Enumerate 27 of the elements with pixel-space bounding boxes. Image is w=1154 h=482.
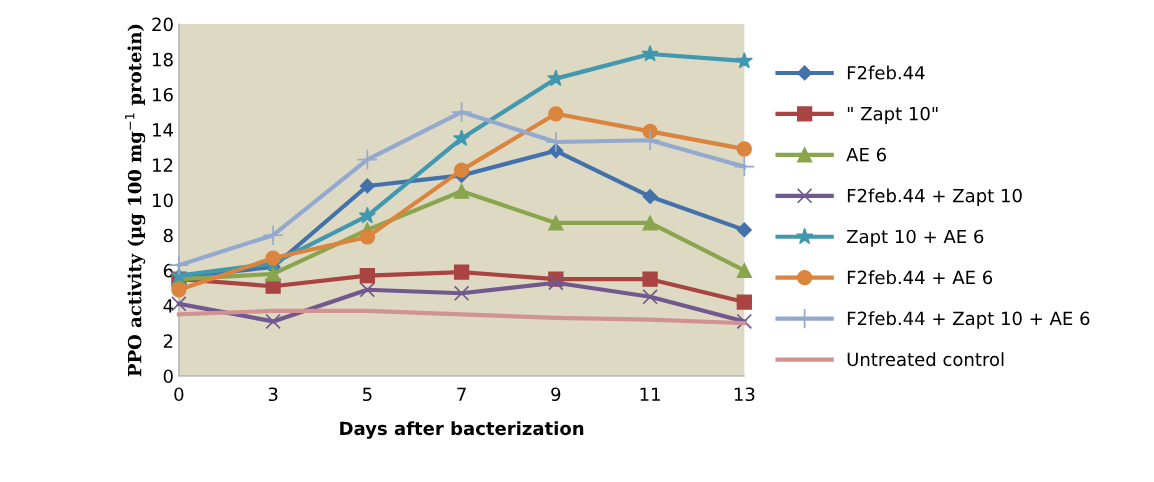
x-tick-label: 0 — [174, 387, 184, 402]
y-tick-label: 0 — [163, 369, 173, 384]
y-tick-label: 4 — [163, 299, 173, 313]
y-tick-label: 2 — [163, 334, 173, 348]
legend-label: F2feb.44 + AE 6 — [847, 270, 993, 285]
legend-label: F2feb.44 — [847, 65, 925, 80]
legend-label: " Zapt 10" — [847, 106, 938, 124]
y-tick-label: 18 — [153, 52, 173, 67]
y-tick-label: 8 — [163, 228, 173, 243]
x-tick-label: 7 — [457, 387, 466, 401]
x-tick-label: 13 — [734, 387, 755, 402]
y-tick-label: 20 — [152, 17, 173, 32]
y-tick-label: 14 — [153, 123, 173, 137]
y-tick-label: 16 — [153, 87, 173, 102]
y-tick-label: 10 — [153, 193, 173, 208]
y-axis-title: PPO activity (µg 100 mg$^{−1}$ protein) — [125, 24, 146, 377]
x-tick-label: 11 — [640, 387, 660, 401]
legend-label: F2feb.44 + Zapt 10 — [847, 188, 1022, 206]
y-tick-label: 12 — [153, 158, 173, 172]
x-axis-title: Days after bacterization — [340, 421, 584, 439]
legend-label: AE 6 — [846, 147, 886, 162]
legend-label: Zapt 10 + AE 6 — [846, 229, 984, 247]
legend-label: F2feb.44 + Zapt 10 + AE 6 — [847, 311, 1090, 329]
legend-label: Untreated control — [847, 352, 1004, 367]
x-tick-label: 9 — [551, 387, 561, 402]
x-tick-label: 5 — [363, 387, 372, 402]
x-tick-label: 3 — [268, 387, 278, 402]
